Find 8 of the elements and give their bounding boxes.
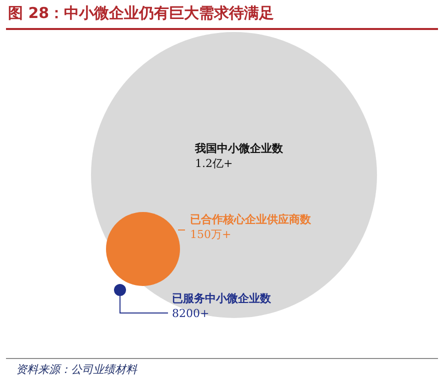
data-label: 150万+ bbox=[190, 228, 232, 241]
data-label: 1.2亿+ bbox=[195, 157, 233, 170]
category-label: 已服务中小微企业数 bbox=[172, 292, 272, 305]
text: 资料来源：公司业绩材料 bbox=[16, 362, 137, 377]
category-label: 已合作核心企业供应商数 bbox=[190, 213, 312, 226]
data-label: 8200+ bbox=[172, 307, 210, 320]
category-label: 我国中小微企业数 bbox=[194, 142, 284, 155]
text: 图 28：中小微企业仍有巨大需求待满足 bbox=[8, 4, 274, 23]
